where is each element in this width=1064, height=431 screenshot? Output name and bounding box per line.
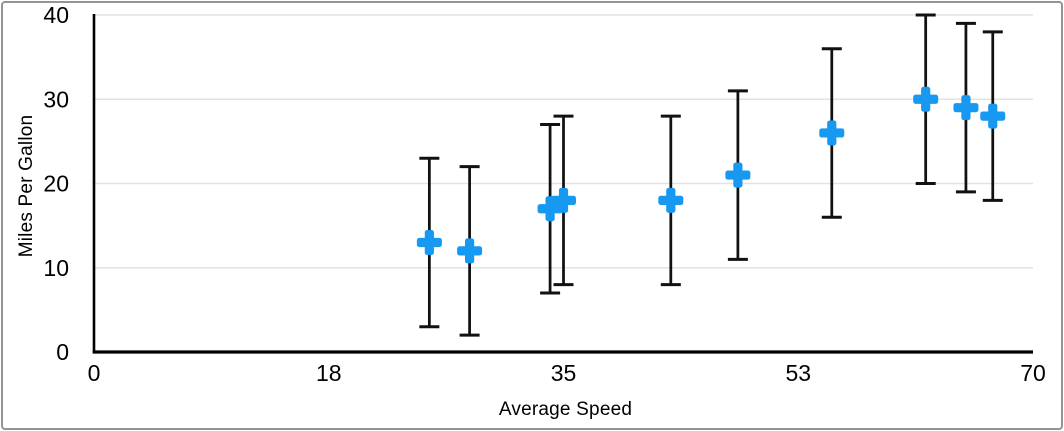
data-point-marker — [465, 238, 475, 264]
x-tick-label: 53 — [785, 360, 811, 386]
data-point-marker — [827, 120, 837, 146]
y-tick-label: 30 — [43, 86, 69, 112]
y-axis-title: Miles Per Gallon — [16, 114, 37, 258]
x-tick-label: 35 — [551, 360, 577, 386]
data-point-marker — [666, 187, 676, 213]
y-tick-label: 20 — [43, 171, 69, 197]
data-point-marker — [733, 162, 743, 188]
data-point-marker — [988, 103, 998, 129]
data-point-marker — [558, 187, 569, 213]
scatter-chart: 0 10 20 30 40 0 18 35 53 70 Average Speed Miles P… — [3, 3, 1061, 428]
y-tick-label: 40 — [43, 3, 69, 28]
data-point-marker — [921, 86, 931, 112]
y-tick-label: 0 — [56, 339, 69, 365]
x-axis-title: Average Speed — [498, 399, 633, 420]
chart-canvas: 0 10 20 30 40 0 18 35 53 70 — [43, 3, 1046, 386]
x-tick-label: 70 — [1020, 360, 1046, 386]
x-tick-label: 18 — [316, 360, 342, 386]
data-point-marker — [424, 229, 434, 255]
y-tick-label: 10 — [43, 255, 69, 281]
data-point-marker — [961, 95, 971, 121]
x-tick-label: 0 — [88, 360, 101, 386]
